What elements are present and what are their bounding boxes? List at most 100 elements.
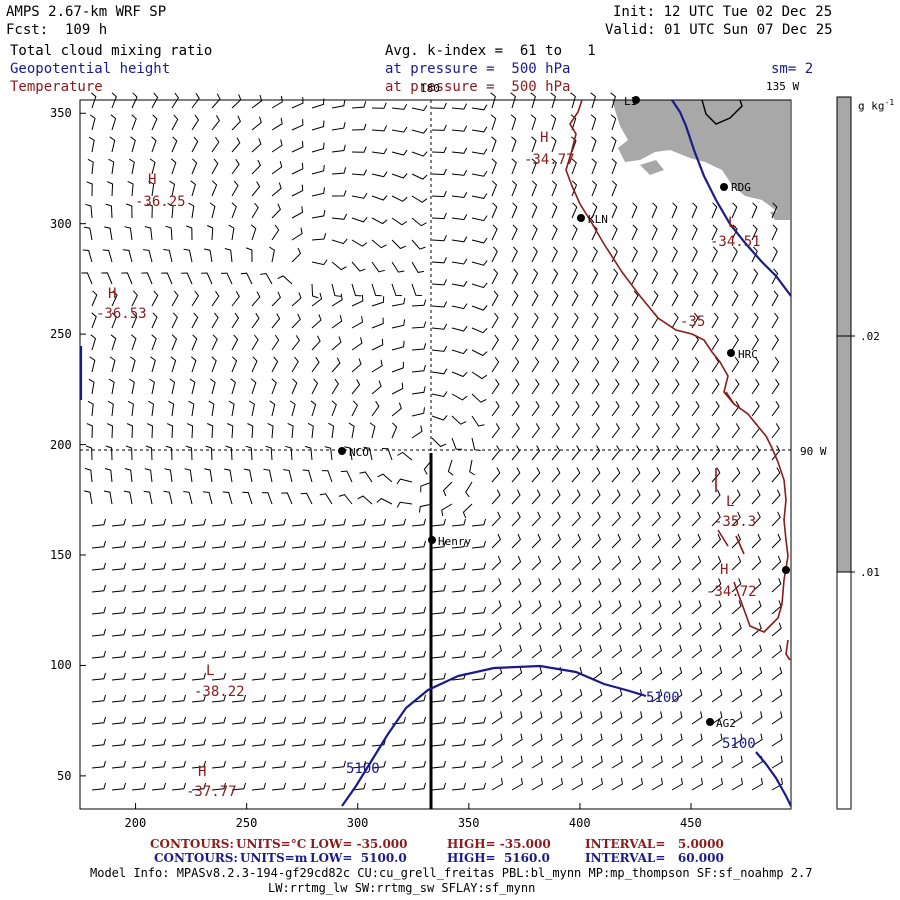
wind-barb xyxy=(289,400,296,417)
wind-barb xyxy=(331,144,346,153)
wind-barb xyxy=(771,268,779,285)
wind-barb xyxy=(771,423,780,439)
wind-barb xyxy=(371,317,384,329)
wind-barb xyxy=(111,650,126,659)
wind-barb xyxy=(111,716,126,725)
wind-barb xyxy=(771,644,782,659)
wind-barb xyxy=(191,290,200,307)
wind-barb xyxy=(411,650,426,659)
wind-barb xyxy=(171,540,186,549)
wind-barb xyxy=(571,622,582,637)
wind-barb xyxy=(331,315,343,329)
wind-barb xyxy=(391,540,406,549)
wind-barb xyxy=(111,738,126,747)
wind-barb xyxy=(371,782,386,791)
wind-barb xyxy=(111,290,118,307)
wind-barb xyxy=(376,497,393,505)
wind-barb xyxy=(208,400,215,417)
wind-barb xyxy=(651,445,661,461)
wind-barb xyxy=(651,533,661,549)
wind-barb xyxy=(271,160,283,175)
footer-temp-interval: INTERVAL= 5.0000 xyxy=(585,837,724,851)
wind-barb xyxy=(511,290,519,307)
wind-barb xyxy=(190,180,196,197)
wind-barb xyxy=(711,202,718,219)
wind-barb xyxy=(91,290,98,307)
wind-barb xyxy=(491,356,500,373)
wind-barb xyxy=(291,227,303,241)
wind-barb xyxy=(511,689,523,703)
wind-barb xyxy=(611,511,621,527)
wind-barb xyxy=(451,694,466,703)
wind-barb xyxy=(227,423,234,439)
wind-barb xyxy=(511,778,523,791)
wind-barb xyxy=(391,149,408,156)
wind-barb xyxy=(191,782,206,791)
wind-barb xyxy=(671,378,680,395)
wind-barb xyxy=(231,716,246,725)
wind-barb xyxy=(331,99,346,109)
wind-barb xyxy=(751,578,762,593)
wind-barb xyxy=(101,272,113,285)
wind-barb xyxy=(251,518,266,527)
wind-barb xyxy=(311,650,326,659)
wind-barb xyxy=(571,312,579,329)
wind-barb xyxy=(451,125,468,132)
wind-barb xyxy=(571,268,579,285)
wind-barb xyxy=(671,622,682,637)
wind-barb xyxy=(231,115,241,131)
wind-barb xyxy=(711,224,718,241)
wind-barb xyxy=(471,349,488,357)
wind-barb xyxy=(691,378,700,395)
wind-barb xyxy=(111,782,126,791)
wind-barb xyxy=(442,481,453,497)
wind-barb xyxy=(171,694,186,703)
x-tick-label: 300 xyxy=(346,816,369,830)
wind-barb xyxy=(571,378,580,395)
wind-barb xyxy=(691,202,698,219)
wind-barb xyxy=(191,628,206,637)
wind-barb xyxy=(611,644,622,659)
wind-barb xyxy=(111,760,126,769)
wind-barb xyxy=(471,606,486,615)
wind-barb xyxy=(451,147,468,154)
wind-barb xyxy=(411,151,428,157)
wind-barb xyxy=(131,760,146,769)
wind-barb xyxy=(331,716,346,725)
wind-barb xyxy=(171,606,186,615)
wind-barb xyxy=(245,445,253,461)
wind-barb xyxy=(571,290,579,307)
wind-barb xyxy=(311,584,326,593)
wind-barb xyxy=(351,146,367,153)
wind-barb xyxy=(771,533,781,549)
wind-barb xyxy=(171,92,180,109)
height-contour-label: 5100 xyxy=(722,736,756,752)
wind-barb xyxy=(511,666,523,681)
wind-barb xyxy=(671,489,681,505)
wind-barb xyxy=(511,158,517,175)
wind-barb xyxy=(250,224,257,241)
wind-barb xyxy=(411,694,426,703)
wind-barb xyxy=(391,518,406,527)
wind-barb xyxy=(86,181,93,197)
wind-barb xyxy=(651,401,660,417)
wind-barb xyxy=(211,518,226,527)
wind-barb xyxy=(300,492,313,505)
wind-barb xyxy=(471,104,488,111)
wind-barb xyxy=(751,224,758,241)
wind-barb xyxy=(491,136,497,153)
wind-barb xyxy=(311,314,322,329)
wind-barb xyxy=(351,283,362,297)
wind-barb xyxy=(271,782,286,791)
wind-barb xyxy=(591,378,600,395)
wind-barb xyxy=(691,401,700,417)
colorbar-frame xyxy=(836,96,852,810)
wind-barb xyxy=(731,268,739,285)
wind-barb xyxy=(151,540,166,549)
wind-barb xyxy=(571,555,582,571)
wind-barb xyxy=(411,321,427,329)
wind-barb xyxy=(531,246,538,263)
wind-barb xyxy=(751,356,760,373)
wind-barb xyxy=(451,562,466,571)
wind-barb xyxy=(631,378,640,395)
